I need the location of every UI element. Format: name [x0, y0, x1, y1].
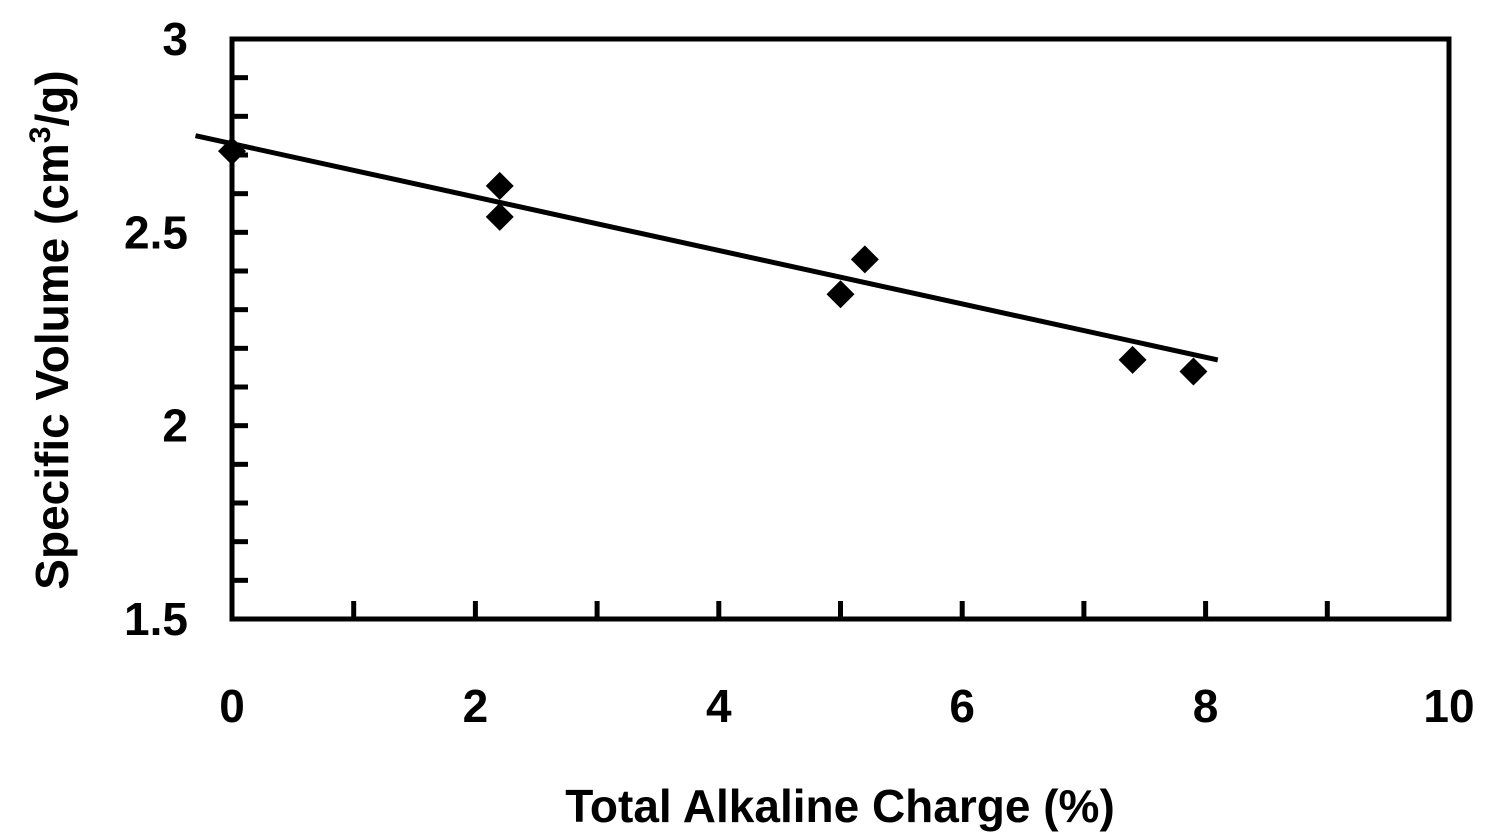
y-tick-label: 2.5 [124, 206, 188, 258]
data-points [218, 137, 1208, 386]
y-axis-title-superscript: 3 [24, 127, 57, 144]
x-tick-label: 8 [1193, 680, 1219, 732]
x-tick-labels: 0 2 4 6 8 10 [219, 680, 1474, 732]
x-tick-label: 2 [463, 680, 489, 732]
x-tick-label: 10 [1423, 680, 1474, 732]
minor-ticks [232, 75, 1330, 619]
x-tick-label: 0 [219, 680, 245, 732]
data-point [850, 245, 879, 274]
y-tick-label: 2 [162, 400, 188, 452]
x-axis-title: Total Alkaline Charge (%) [565, 780, 1115, 832]
trend-line [194, 133, 1219, 363]
data-point [1179, 357, 1208, 386]
y-tick-label: 3 [162, 13, 188, 65]
data-point [1118, 345, 1147, 374]
y-tick-labels: 1.5 2 2.5 3 [124, 13, 188, 645]
y-axis-title-tail: /g) [26, 70, 78, 126]
y-tick-label: 1.5 [124, 593, 188, 645]
data-point [218, 137, 246, 166]
data-point [485, 171, 514, 200]
data-point [826, 280, 855, 309]
x-tick-label: 6 [949, 680, 975, 732]
x-tick-label: 4 [706, 680, 732, 732]
plot-area-frame [229, 36, 1452, 622]
major-ticks [229, 36, 1452, 622]
data-point [485, 202, 514, 231]
y-axis-title: Specific Volume (cm3/g) [24, 70, 78, 589]
y-axis-title-main: Specific Volume (cm [26, 143, 78, 590]
